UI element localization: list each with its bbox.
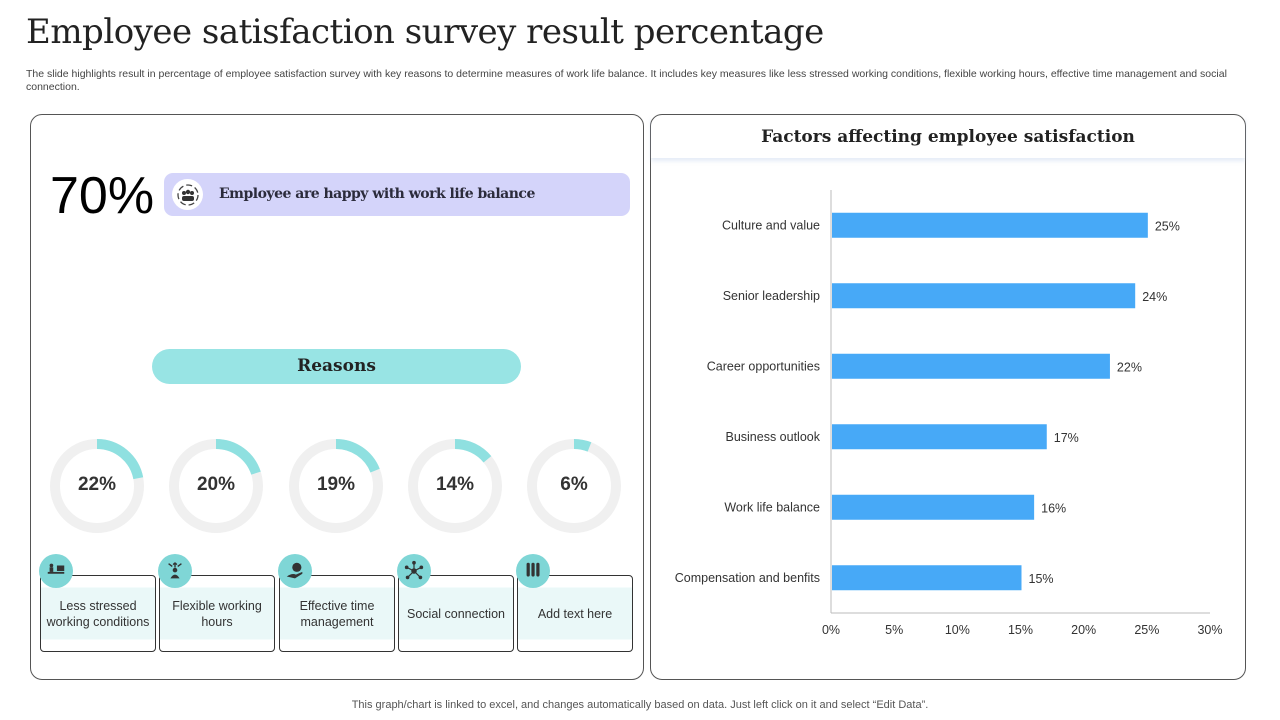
page-subtitle: The slide highlights result in percentag… <box>26 68 1227 93</box>
data-label: 17% <box>1054 431 1079 445</box>
category-label: Compensation and benfits <box>675 571 820 585</box>
data-label: 15% <box>1029 572 1054 586</box>
donut-value: 19% <box>316 474 356 495</box>
category-label: Culture and value <box>722 218 820 232</box>
highlight-banner: Employee are happy with work life balanc… <box>164 173 630 216</box>
donut-fill <box>527 439 621 533</box>
reason-card[interactable]: Social connection <box>398 575 514 652</box>
bar-chart: Culture and value 25% Senior leadership 24%… <box>675 190 1223 637</box>
donut-value: 6% <box>560 474 588 495</box>
donut-value: 14% <box>435 474 475 495</box>
person-arrows-icon <box>158 554 192 588</box>
donut-value: 20% <box>196 474 236 495</box>
desk-worker-icon <box>39 554 73 588</box>
data-label: 16% <box>1041 501 1066 515</box>
highlight-text: Employee are happy with work life balanc… <box>219 186 535 202</box>
happy-percentage: 70% <box>50 167 155 225</box>
reason-card[interactable]: Less stressed working conditions <box>40 575 156 652</box>
team-cycle-icon <box>172 179 203 210</box>
reason-card[interactable]: Effective time management <box>279 575 395 652</box>
x-tick-label: 25% <box>1134 623 1159 637</box>
bar <box>832 424 1047 450</box>
category-label: Business outlook <box>725 430 820 444</box>
donut-value: 22% <box>77 474 117 495</box>
x-tick-label: 30% <box>1197 623 1222 637</box>
donut-fill <box>169 439 263 533</box>
reason-card[interactable]: Flexible working hours <box>159 575 275 652</box>
reason-donut: 20% <box>168 438 264 534</box>
donut-fill <box>50 439 144 533</box>
reasons-header: Reasons <box>152 349 521 384</box>
bar <box>832 494 1035 520</box>
category-label: Senior leadership <box>723 289 820 303</box>
x-tick-label: 15% <box>1008 623 1033 637</box>
x-tick-label: 5% <box>885 623 903 637</box>
data-label: 25% <box>1155 219 1180 233</box>
x-tick-label: 20% <box>1071 623 1096 637</box>
reason-text: Less stressed working conditions <box>46 598 150 629</box>
bar <box>832 283 1136 309</box>
reason-text: Social connection <box>407 606 505 621</box>
bar <box>832 212 1148 238</box>
donut-fill <box>408 439 502 533</box>
donut-fill <box>289 439 383 533</box>
page-title: Employee satisfaction survey result perc… <box>26 12 824 52</box>
reason-text: Effective time management <box>299 598 375 629</box>
test-tubes-icon <box>516 554 550 588</box>
hand-clock-icon <box>278 554 312 588</box>
reason-donut: 19% <box>288 438 384 534</box>
category-label: Work life balance <box>724 500 820 514</box>
bar <box>832 565 1022 591</box>
data-label: 24% <box>1142 290 1167 304</box>
footer-note: This graph/chart is linked to excel, and… <box>351 699 929 711</box>
reason-donut: 14% <box>407 438 503 534</box>
reason-card[interactable]: Add text here <box>517 575 633 652</box>
reason-donut: 22% <box>49 438 145 534</box>
reason-text: Flexible working hours <box>172 598 262 629</box>
data-label: 22% <box>1117 360 1142 374</box>
reason-donut: 6% <box>526 438 622 534</box>
x-tick-label: 0% <box>822 623 840 637</box>
reason-text: Add text here <box>537 606 613 621</box>
bar <box>832 353 1110 379</box>
network-icon <box>397 554 431 588</box>
category-label: Career opportunities <box>707 359 820 373</box>
chart-title: Factors affecting employee satisfaction <box>651 116 1245 158</box>
x-tick-label: 10% <box>945 623 970 637</box>
